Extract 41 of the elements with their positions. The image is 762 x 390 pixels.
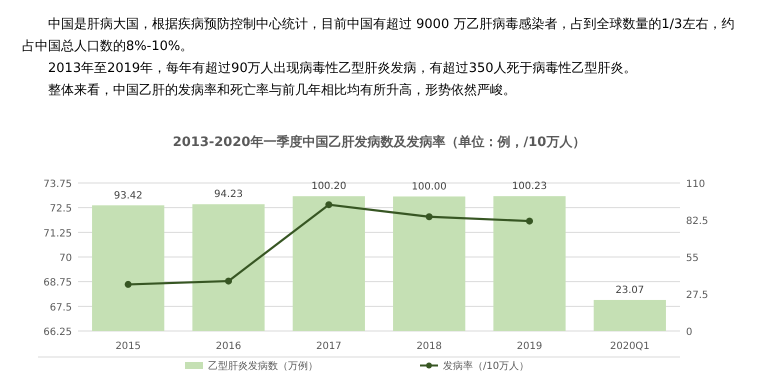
point bbox=[526, 218, 533, 225]
y2-tick-label: 0 bbox=[686, 327, 692, 338]
x-tick-label: 2019 bbox=[516, 341, 542, 352]
bar bbox=[292, 196, 365, 331]
y2-tick-label: 55 bbox=[686, 253, 699, 264]
x-tick-label: 2015 bbox=[115, 341, 141, 352]
y2-tick-label: 110 bbox=[686, 179, 706, 190]
x-tick-label: 2016 bbox=[216, 341, 242, 352]
legend-label: 乙型肝炎发病数（万例） bbox=[208, 360, 318, 372]
y-tick-label: 73.75 bbox=[43, 179, 72, 190]
point bbox=[325, 201, 332, 208]
data-label: 94.23 bbox=[214, 189, 243, 200]
legend-label: 发病率（/10万人） bbox=[443, 360, 530, 372]
x-tick-label: 2018 bbox=[416, 341, 442, 352]
text: 整体来看，中国乙肝的发病率和死亡率与前几年相比均有所升高，形势依然严峻。 bbox=[47, 82, 517, 100]
y-tick-label: 72.5 bbox=[50, 204, 72, 215]
y-tick-label: 68.75 bbox=[43, 278, 72, 289]
bar bbox=[493, 196, 566, 331]
bar bbox=[393, 196, 466, 331]
y-tick-label: 67.5 bbox=[50, 302, 72, 314]
text: 中国是肝病大国，根据疾病预防控制中心统计，目前中国有超过 9000 万乙肝病毒感染者，占到全球数量的1/3左右，约占中国总人口数的8%-10%。 bbox=[22, 16, 736, 56]
y-tick-label: 71.25 bbox=[43, 228, 72, 240]
y-tick-label: 66.25 bbox=[43, 327, 72, 338]
bar bbox=[594, 300, 666, 331]
bar bbox=[192, 204, 265, 331]
data-label: 23.07 bbox=[616, 284, 644, 296]
data-label: 100.00 bbox=[412, 181, 447, 192]
data-label: 100.23 bbox=[512, 181, 547, 192]
data-label: 93.42 bbox=[114, 190, 142, 202]
bar bbox=[92, 205, 164, 331]
data-label: 100.20 bbox=[311, 181, 346, 192]
x-tick-label: 2017 bbox=[316, 341, 342, 352]
text: 2013年至2019年，每年有超过90万人出现病毒性乙型肝炎发病，有超过350人死于病毒性乙型肝炎。 bbox=[47, 60, 638, 78]
point bbox=[225, 278, 232, 285]
point bbox=[124, 280, 132, 288]
chart-title: 2013-2020年一季度中国乙肝发病数及发病率（单位：例，/10万人） bbox=[172, 134, 586, 150]
point bbox=[426, 213, 433, 220]
y2-tick-label: 27.5 bbox=[686, 290, 708, 301]
y2-tick-label: 82.5 bbox=[686, 216, 708, 227]
y-tick-label: 70 bbox=[59, 253, 72, 264]
x-tick-label: 2020Q1 bbox=[610, 341, 650, 352]
